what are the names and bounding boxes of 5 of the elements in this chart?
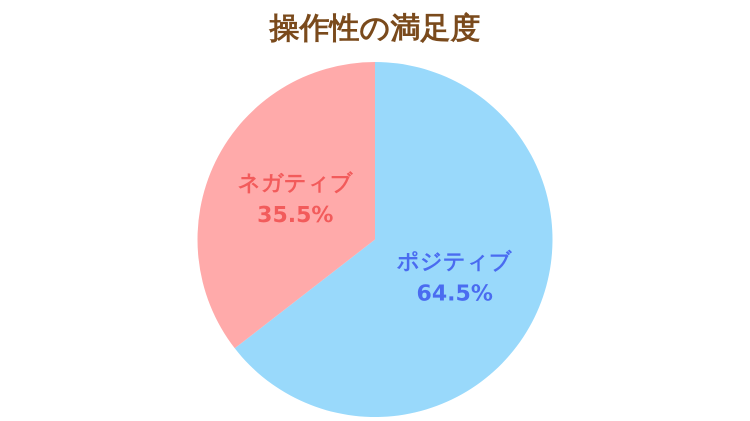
data-label: 35.5% [257, 203, 334, 228]
data-label: 64.5% [416, 281, 493, 306]
slice-label: ポジティブ [396, 249, 514, 274]
slice-label: ネガティブ [238, 171, 354, 196]
chart-title: 操作性の満足度 [268, 10, 480, 46]
